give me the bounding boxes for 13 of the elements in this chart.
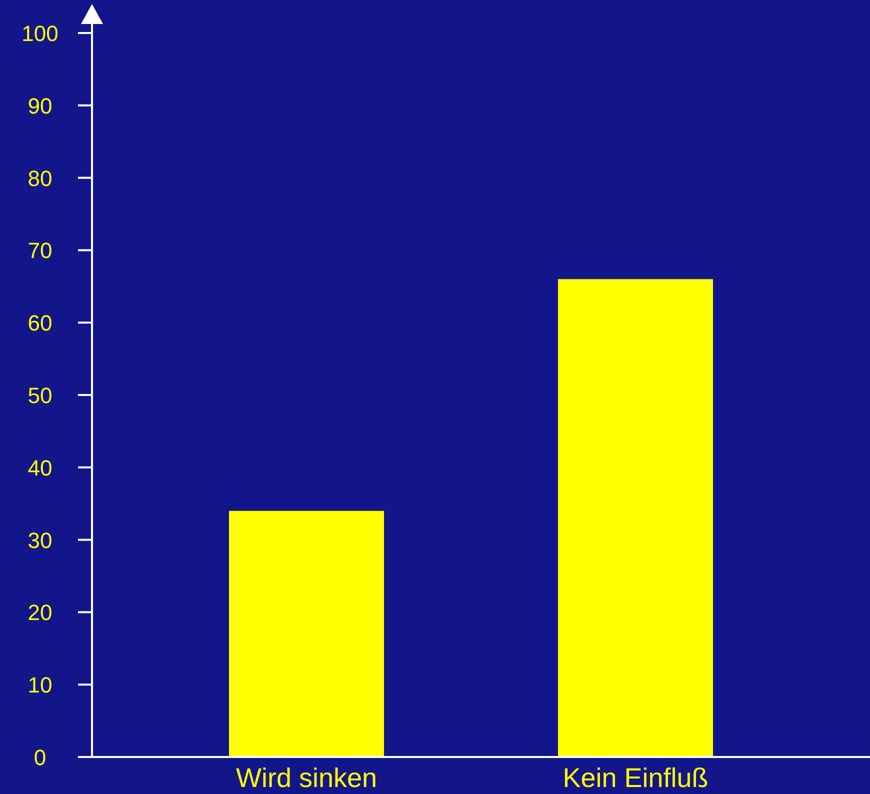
- y-tick-label: 60: [28, 310, 52, 336]
- y-tick-label: 90: [28, 93, 52, 118]
- y-tick-label: 100: [22, 21, 58, 46]
- x-tick-label: Kein Einfluß: [562, 763, 708, 793]
- y-tick-label: 20: [28, 600, 52, 626]
- y-tick-label: 80: [28, 166, 52, 191]
- y-tick-label: 40: [28, 455, 52, 480]
- y-tick-label: 50: [28, 383, 52, 408]
- y-tick-label: 70: [28, 238, 52, 264]
- x-tick-label: Wird sinken: [236, 763, 378, 793]
- y-tick-label: 0: [34, 745, 46, 770]
- y-tick-label: 10: [28, 672, 52, 698]
- y-tick-label: 30: [28, 528, 52, 553]
